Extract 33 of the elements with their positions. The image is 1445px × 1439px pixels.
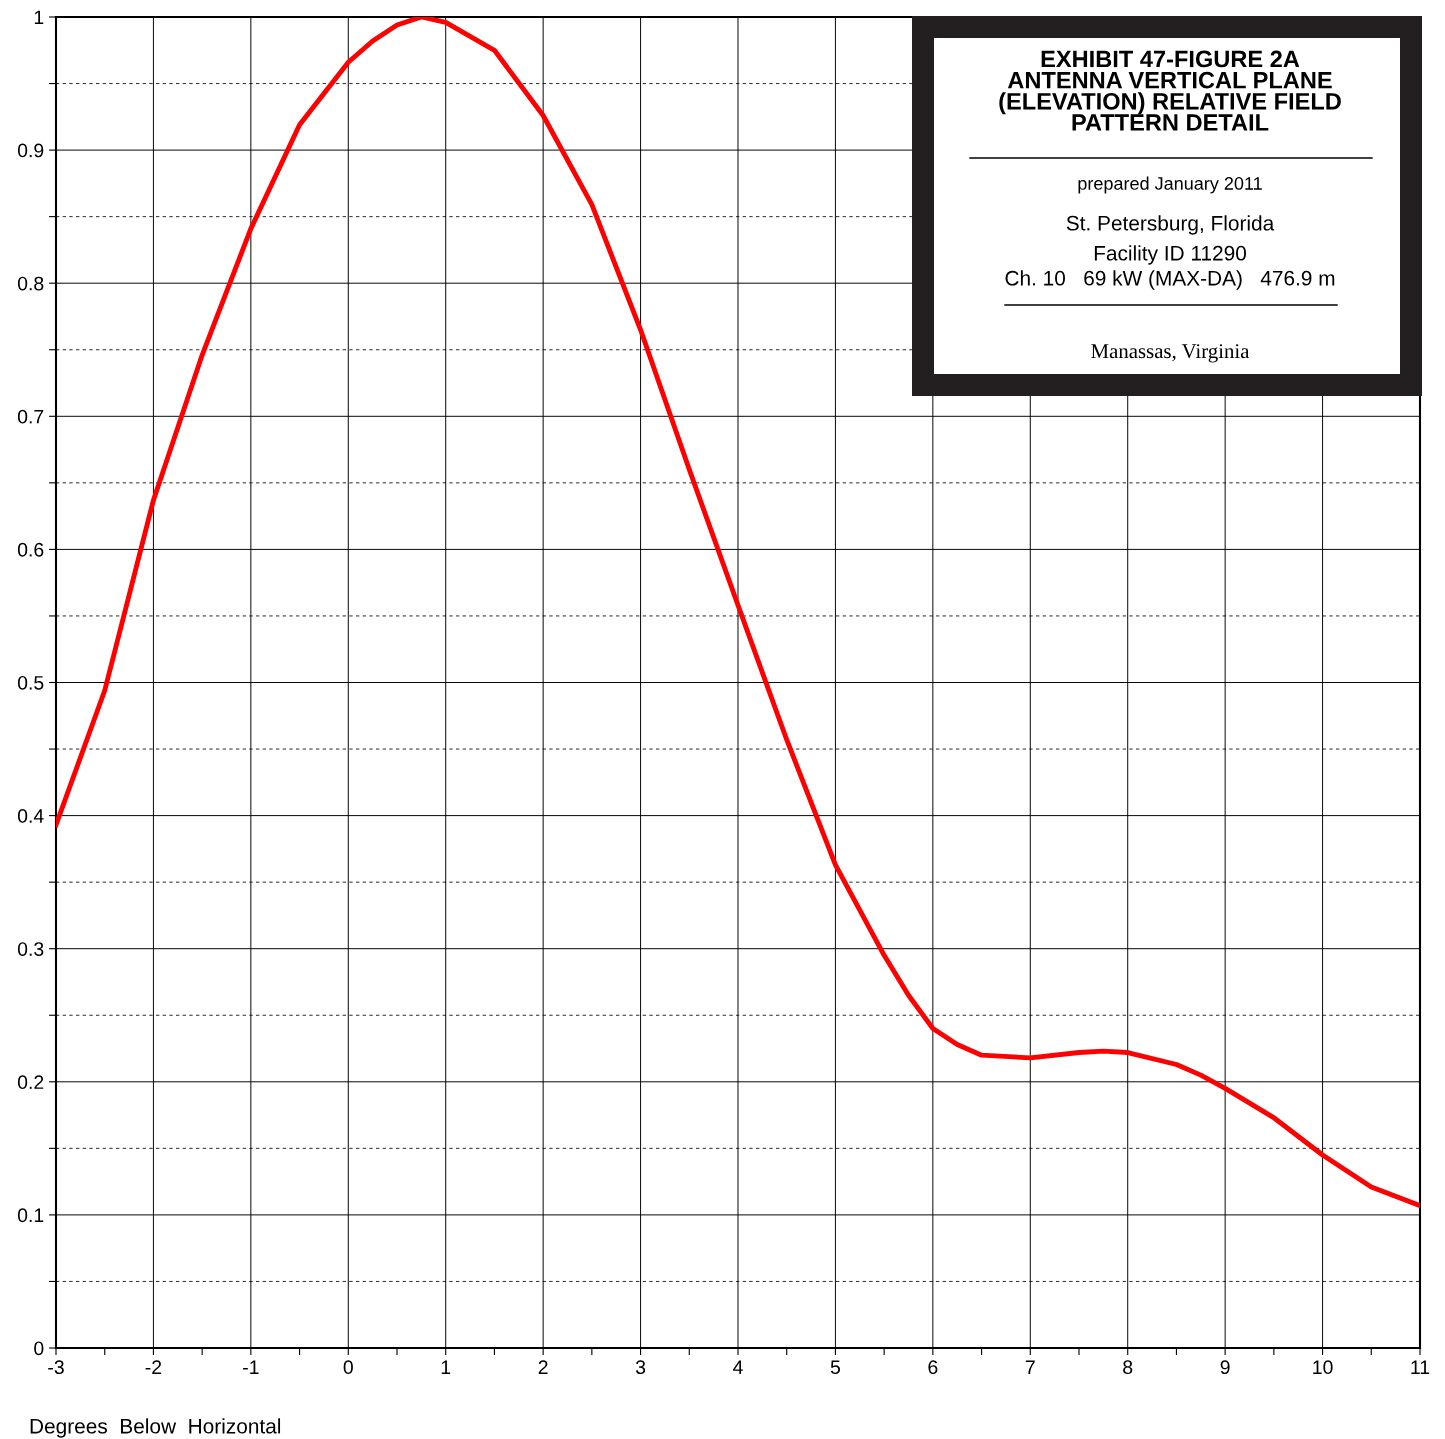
x-tick-label: 7 <box>1025 1360 1035 1374</box>
x-tick-label: 5 <box>830 1360 841 1375</box>
x-tick-label: 9 <box>1220 1360 1230 1375</box>
y-tick-label: 0.2 <box>17 1075 44 1090</box>
annotation: Manassas, Virginia <box>1091 344 1250 363</box>
y-tick-label: 0.3 <box>17 942 44 956</box>
y-tick-label: 0.9 <box>17 143 44 158</box>
x-tick-label: 1 <box>441 1360 451 1374</box>
text: EXHIBIT 47-FIGURE 2A ANTENNA VERTICAL PLANE (ELEVATION) RELATIVE FIELD PATTERN DETAIL <box>999 50 1341 131</box>
x-tick-label: 4 <box>733 1360 743 1374</box>
y-tick-label: 0.8 <box>17 276 44 291</box>
x-tick-label: 0 <box>343 1360 353 1375</box>
x-tick-label: 10 <box>1313 1360 1333 1375</box>
y-tick-label: 0.4 <box>17 809 44 823</box>
x-tick-label: 11 <box>1411 1360 1430 1374</box>
y-tick-label: 0 <box>34 1341 44 1356</box>
y-tick-label: 0.1 <box>17 1208 44 1223</box>
annotation: Ch. 10 69 kW (MAX-DA) 476.9 m <box>1005 270 1335 290</box>
x-tick-label: -3 <box>48 1360 64 1375</box>
annotation: St. Petersburg, Florida <box>1066 215 1275 235</box>
x-axis-title: Degrees Below Horizontal <box>30 1418 281 1438</box>
y-tick-label: 0.6 <box>17 542 44 557</box>
x-tick-label: 3 <box>635 1360 646 1375</box>
y-tick-label: 0.5 <box>17 675 44 690</box>
annotation: Facility ID 11290 <box>1094 245 1246 265</box>
annotation: prepared January 2011 <box>1078 176 1262 194</box>
x-tick-label: 6 <box>928 1360 938 1375</box>
y-tick-label: 0.7 <box>17 409 44 424</box>
y-tick-label: 1 <box>34 10 44 25</box>
x-tick-label: 2 <box>538 1360 548 1374</box>
x-tick-label: -2 <box>145 1360 162 1374</box>
x-tick-label: -1 <box>243 1360 259 1374</box>
x-tick-label: 8 <box>1123 1360 1133 1375</box>
